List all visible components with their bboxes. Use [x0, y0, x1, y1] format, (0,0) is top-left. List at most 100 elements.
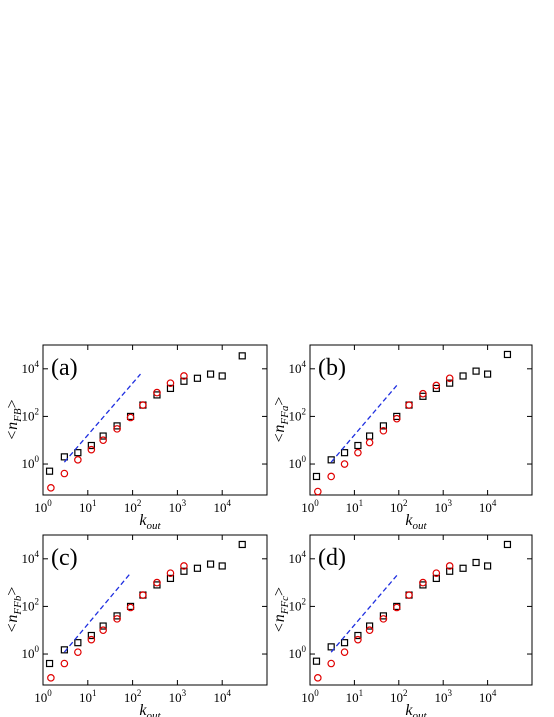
circle-marker	[60, 659, 69, 668]
square-marker	[74, 449, 82, 457]
square-marker	[206, 370, 215, 378]
circle-marker	[180, 562, 188, 570]
circle-marker	[354, 635, 362, 644]
square-marker	[193, 564, 202, 572]
square-marker	[193, 374, 202, 382]
square-marker	[354, 631, 362, 640]
square-marker	[340, 449, 349, 457]
square-marker	[366, 432, 374, 440]
square-marker	[327, 456, 335, 464]
x-tick-label: 104	[213, 498, 231, 515]
circle-marker	[365, 438, 374, 447]
y-label-sub: FFc	[279, 596, 291, 615]
circle-marker	[87, 445, 96, 454]
square-marker	[60, 453, 68, 461]
circle-marker	[327, 659, 335, 668]
square-marker	[166, 384, 175, 393]
circle-marker	[354, 448, 362, 457]
circle-marker	[405, 591, 413, 599]
square-marker	[238, 540, 246, 549]
square-marker	[446, 379, 454, 387]
x-tick-label: 103	[434, 498, 452, 515]
y-tick-label: 100	[22, 454, 40, 471]
y-label-suffix: >	[4, 587, 21, 596]
square-marker	[503, 350, 512, 359]
x-tick-label: 102	[390, 688, 408, 705]
x-tick-label: 100	[34, 688, 52, 705]
plot-frame	[42, 344, 268, 496]
square-marker	[484, 370, 492, 378]
reference-line	[330, 572, 400, 653]
circle-marker	[60, 469, 69, 478]
circle-marker	[365, 626, 374, 635]
square-marker	[218, 372, 226, 380]
panel: 100 101 102 103 104 100 102 104 kout <nFFb> (c)	[4, 534, 268, 717]
square-marker	[459, 372, 467, 380]
y-tick-label: 104	[22, 549, 40, 566]
x-tick-label: 103	[434, 688, 452, 705]
y-tick-label: 102	[289, 406, 307, 423]
reference-line	[63, 572, 132, 653]
circle-marker	[432, 569, 441, 577]
square-marker	[472, 367, 480, 375]
y-label-suffix: >	[271, 587, 288, 596]
circle-marker	[445, 562, 454, 570]
y-label-sub: FFb	[12, 595, 24, 615]
x-tick-label: 100	[301, 498, 319, 515]
square-marker	[99, 432, 107, 440]
circle-marker	[74, 456, 82, 464]
x-tick-label: 102	[124, 498, 142, 515]
x-label-sub: out	[147, 520, 162, 532]
square-marker	[180, 377, 188, 385]
x-label-sub: out	[413, 520, 428, 532]
square-marker	[459, 564, 467, 572]
circle-marker	[139, 591, 147, 599]
x-tick-label: 103	[169, 498, 187, 515]
circle-marker	[327, 472, 335, 481]
circle-marker	[74, 648, 82, 656]
square-marker	[87, 631, 95, 640]
y-label-main: <n	[271, 614, 288, 633]
y-label-sub: FB	[12, 408, 24, 423]
x-tick-label: 100	[34, 498, 52, 515]
x-tick-label: 100	[301, 688, 319, 705]
square-marker	[379, 422, 388, 430]
x-label-main: k	[405, 512, 413, 529]
circle-marker	[405, 401, 413, 409]
circle-marker	[47, 484, 55, 492]
x-label-main: k	[405, 702, 413, 717]
square-marker	[419, 392, 427, 400]
circle-marker	[139, 401, 147, 409]
circle-marker	[166, 379, 175, 387]
square-marker	[60, 646, 68, 654]
plot-frame	[309, 534, 533, 686]
y-tick-label: 100	[289, 644, 307, 661]
circle-marker	[126, 603, 135, 612]
x-tick-label: 103	[169, 688, 187, 705]
circle-marker	[153, 578, 161, 587]
square-marker	[432, 574, 440, 583]
square-marker	[366, 622, 374, 630]
x-label-main: k	[139, 702, 147, 717]
circle-marker	[432, 381, 441, 390]
y-label-main: <n	[4, 615, 21, 634]
reference-line	[330, 385, 398, 463]
square-marker	[238, 352, 246, 360]
x-tick-label: 104	[479, 498, 497, 515]
x-tick-label: 101	[79, 688, 97, 705]
circle-marker	[180, 372, 188, 380]
square-marker	[45, 467, 54, 475]
square-marker	[113, 422, 121, 430]
x-label-sub: out	[147, 710, 162, 717]
y-axis-label: <nFFb>	[4, 587, 24, 634]
square-marker	[312, 472, 321, 481]
square-marker	[166, 574, 175, 583]
square-marker	[312, 657, 321, 665]
x-tick-label: 101	[79, 498, 97, 515]
panel: 100 101 102 103 104 100 102 104 kout <nFFc> (d)	[271, 534, 533, 717]
panel-label: (a)	[51, 355, 78, 381]
square-marker	[379, 612, 388, 620]
square-marker	[206, 560, 215, 568]
y-tick-label: 100	[22, 644, 40, 661]
